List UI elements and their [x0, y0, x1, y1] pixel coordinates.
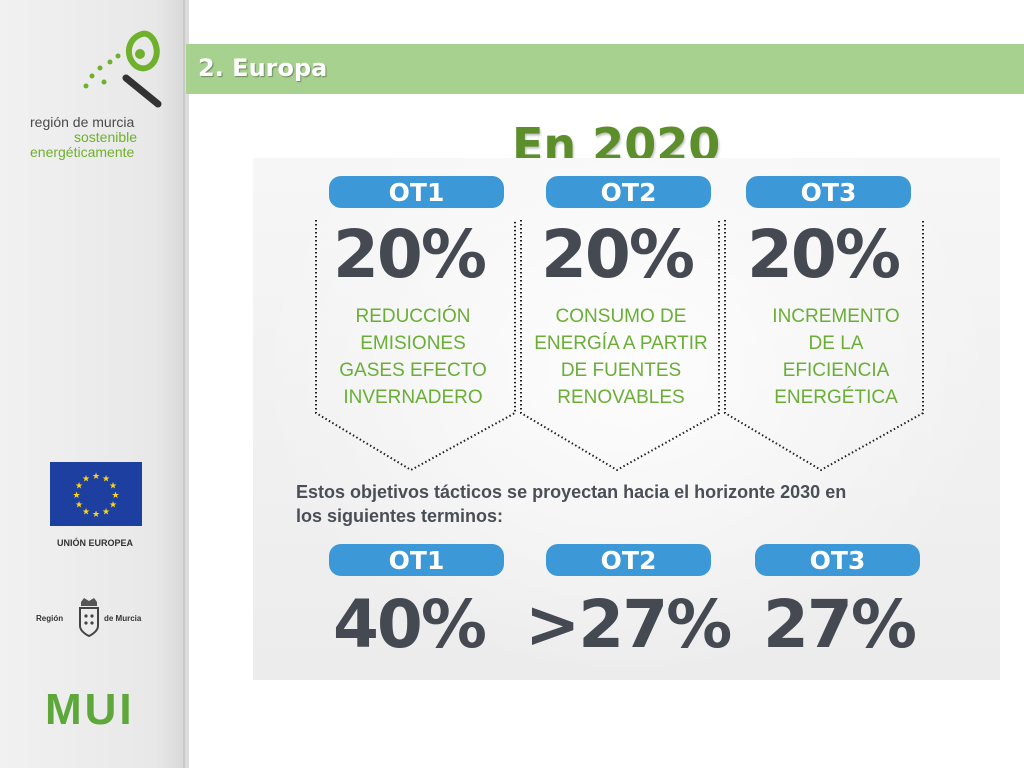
svg-text:★: ★: [75, 501, 83, 511]
mui-logo: MUI: [45, 685, 135, 734]
svg-text:★: ★: [109, 501, 117, 511]
horizon-2030-line-1: Estos objetivos tácticos se proyectan ha…: [296, 482, 847, 502]
ot1-goal-text: REDUCCIÓN EMISIONES GASES EFECTO INVERNA…: [308, 303, 518, 411]
murcia-label-right: de Murcia: [104, 614, 142, 623]
svg-text:★: ★: [82, 475, 90, 485]
ot1-pill-2020: OT1: [329, 176, 504, 208]
region-murcia-emblem: Región de Murcia: [36, 598, 156, 640]
svg-text:★: ★: [75, 482, 83, 492]
ot2-goal-line: CONSUMO DE: [555, 306, 687, 327]
ot1-goal-line: INVERNADERO: [343, 387, 483, 408]
ot3-goal-line: EFICIENCIA: [782, 360, 890, 381]
ot2-goal-line: ENERGÍA A PARTIR: [534, 333, 708, 354]
ot2-pill-2020: OT2: [546, 176, 711, 208]
svg-text:★: ★: [111, 491, 119, 501]
murcia-label-left: Región: [36, 614, 64, 623]
logo-line-2b: energéticamente: [30, 144, 135, 160]
ot3-goal-line: DE LA: [808, 333, 864, 354]
infographic-panel: OT1 OT2 OT3 20% 20% 20% REDUCCIÓN EMISIO…: [253, 158, 1000, 680]
ot1-pill-2030: OT1: [329, 544, 504, 576]
ot1-value-2020: 20%: [333, 216, 487, 293]
ot1-goal-line: EMISIONES: [360, 333, 466, 354]
ot2-value-2020: 20%: [541, 216, 695, 293]
horizon-2030-line-2: los siguientes terminos:: [296, 506, 504, 526]
ot1-goal-line: REDUCCIÓN: [355, 306, 471, 327]
ot3-value-2020: 20%: [747, 216, 901, 293]
sidebar: región de murcia sostenible energéticame…: [0, 0, 189, 768]
svg-text:★: ★: [92, 510, 100, 520]
ot3-goal-text: INCREMENTO DE LA EFICIENCIA ENERGÉTICA: [731, 303, 941, 411]
svg-text:★: ★: [72, 491, 80, 501]
ot2-pill-2030: OT2: [546, 544, 711, 576]
ot3-goal-line: INCREMENTO: [772, 306, 900, 327]
logo-line-2a: sostenible: [74, 129, 138, 145]
section-header: 2. Europa: [186, 44, 1024, 94]
ot3-goal-line: ENERGÉTICA: [774, 387, 898, 408]
ot1-value-2030: 40%: [333, 586, 487, 663]
region-murcia-logo-icon: [83, 30, 162, 108]
eu-label: UNIÓN EUROPEA: [56, 538, 133, 548]
logo-line-1: región de murcia: [30, 114, 135, 130]
ot2-goal-text: CONSUMO DE ENERGÍA A PARTIR DE FUENTES R…: [516, 303, 726, 411]
ot3-pill-2020: OT3: [746, 176, 911, 208]
ot2-value-2030: >27%: [525, 586, 732, 663]
svg-text:★: ★: [102, 475, 110, 485]
ot3-value-2030: 27%: [763, 586, 917, 663]
ot2-goal-line: RENOVABLES: [557, 387, 685, 408]
logo-text: región de murcia sostenible energéticame…: [30, 115, 137, 160]
ot2-goal-line: DE FUENTES: [560, 360, 682, 381]
crest-icon: [79, 598, 99, 638]
horizon-2030-text: Estos objetivos tácticos se proyectan ha…: [296, 480, 986, 528]
dotted-arrow-outlines: [315, 220, 924, 472]
svg-text:★: ★: [109, 482, 117, 492]
eu-flag-icon: ★ ★★ ★★★ ★★★ ★★★: [50, 462, 142, 526]
ot1-goal-line: GASES EFECTO: [339, 360, 487, 381]
svg-text:★: ★: [82, 508, 90, 518]
svg-text:★: ★: [102, 508, 110, 518]
ot3-pill-2030: OT3: [755, 544, 920, 576]
svg-text:★: ★: [92, 472, 100, 482]
section-title: 2. Europa: [198, 54, 328, 82]
